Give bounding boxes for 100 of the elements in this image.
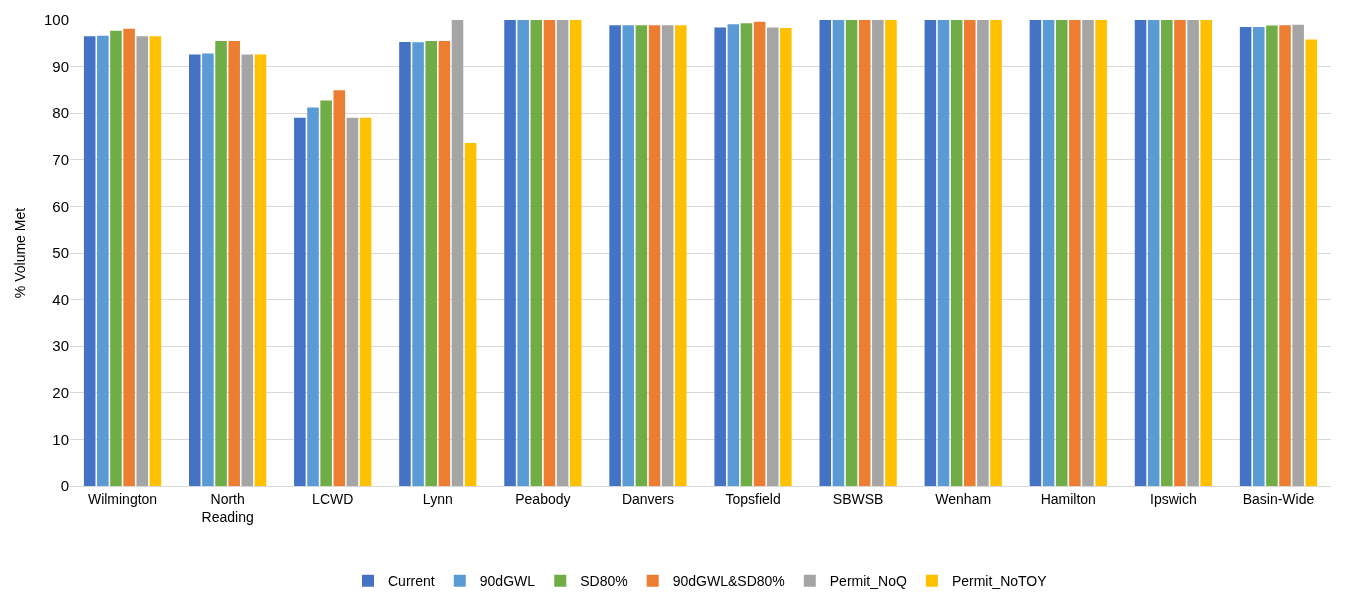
y-tick-label: 50 [52,244,69,262]
bar [136,36,149,486]
bar [254,54,267,486]
bar [753,21,766,486]
bar [1029,20,1042,486]
y-tick-label: 40 [52,290,69,308]
bar [714,27,726,486]
bar [832,20,845,486]
x-tick-label: North Reading [201,490,254,525]
x-tick-label: LCWD [312,490,354,507]
bar [780,27,792,486]
x-tick-label: Wenham [935,490,992,507]
legend-label: Current [388,573,435,590]
bar [1174,20,1186,486]
bar [425,40,437,486]
bar [307,107,319,486]
bar [569,20,582,486]
bar [1187,20,1199,486]
y-tick-label: 70 [52,151,69,169]
bar [964,20,976,486]
bar [241,54,254,486]
bar [990,20,1002,486]
bar [202,53,214,486]
bar [1134,20,1147,486]
bar [333,90,346,486]
bar [1147,20,1160,486]
bar [1082,20,1094,486]
bar [504,20,516,486]
bar [648,25,661,486]
bar [517,20,529,486]
bar [97,35,109,486]
bar [1055,20,1068,486]
bar [294,117,306,486]
bar [1095,20,1107,486]
bar [661,25,674,486]
y-tick-label: 80 [52,104,69,122]
y-tick-label: 10 [52,430,69,448]
y-tick-label: 30 [52,337,69,355]
legend-label: 90dGWL [479,573,536,590]
bar [635,25,648,486]
bar [1305,39,1318,486]
bar [412,42,424,486]
legend-label: 90dGWL&SD80% [672,573,785,590]
bar [924,20,937,486]
bar [1279,25,1291,486]
legend-label: SD80% [580,573,628,590]
bar [1239,26,1252,486]
y-tick-label: 90 [52,57,69,75]
bar [858,20,871,486]
x-tick-label: Wilmington [87,490,158,507]
x-tick-label: Peabody [515,490,571,507]
bar [1161,20,1173,486]
y-axis-title: % Volume Met [11,207,28,299]
bar [740,23,753,486]
bar [845,20,858,486]
legend-label: Permit_NoTOY [951,573,1048,590]
bar [83,36,96,486]
bar [1042,20,1055,486]
bar [149,36,162,486]
bar [451,20,464,486]
bar [189,54,201,486]
bar [556,20,569,486]
bar [675,25,687,486]
bar [123,28,135,486]
x-tick-label: Basin-Wide [1242,490,1315,507]
bar [937,20,950,486]
bar [1200,20,1212,486]
bar [359,117,372,486]
y-tick-label: 0 [60,477,69,495]
x-tick-label: Hamilton [1040,490,1096,507]
x-tick-label: Topsfield [725,490,781,507]
bar [727,24,740,486]
y-tick-label: 20 [52,384,69,402]
x-tick-label: Danvers [621,490,675,507]
bar [609,25,621,486]
bar [622,25,635,486]
bar [1292,24,1304,486]
bar [530,20,543,486]
bar [228,40,240,486]
bar [819,20,832,486]
bar [977,20,989,486]
x-tick-label: SBWSB [832,490,884,507]
bar [766,27,779,486]
bar [399,41,411,486]
legend-label: Permit_NoQ [829,573,907,590]
bar [1069,20,1081,486]
bar [215,40,227,486]
y-tick-label: 60 [52,197,69,215]
bar [1266,25,1278,486]
y-tick-label: 100 [43,11,69,29]
bar [1252,26,1265,486]
bar [438,40,451,486]
bar [110,30,122,486]
x-tick-label: Lynn [422,490,453,507]
x-tick-label: Ipswich [1150,490,1197,507]
bar [885,20,897,486]
bar [872,20,884,486]
bar [464,143,477,486]
bar [543,20,556,486]
bar [346,117,359,486]
